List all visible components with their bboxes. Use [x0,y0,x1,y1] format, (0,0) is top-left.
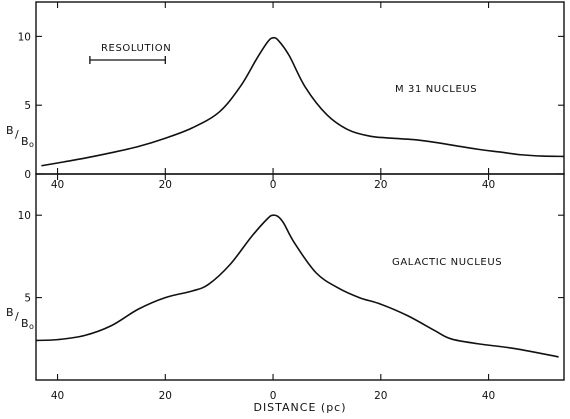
resolution-label: RESOLUTION [101,43,171,54]
x-ticks: 40 20 0 20 40 [51,174,495,402]
x-ticks: 40 20 0 20 40 [51,2,495,191]
resolution-bar [89,56,166,64]
x-tick-label: 20 [374,179,387,191]
ylabel-numerator: B [6,124,14,137]
y-tick-label: 5 [24,100,31,112]
series-annotation: GALACTIC NUCLEUS [392,257,502,268]
x-axis-title: DISTANCE (pc) [253,401,346,414]
x-tick-label: 40 [482,179,495,191]
chart-panel-galactic: 40 20 0 20 40 5 10 GALACTIC NUCLEUS B / B o D… [6,173,565,414]
y-ticks: 0 5 10 [18,31,564,181]
chart-panel-m31: 40 20 0 20 40 0 5 10 M 31 NUCLEUS RESOLUTION B… [6,1,565,191]
ylabel-slash: / [15,310,19,323]
x-tick-label: 40 [51,179,64,191]
x-tick-label: 0 [270,179,277,191]
x-tick-label: 20 [159,390,172,402]
x-tick-label: 20 [374,390,387,402]
ylabel-subscript: o [29,322,34,331]
ylabel-subscript: o [29,140,34,149]
plot-frame [35,1,565,175]
x-tick-label: 0 [270,390,277,402]
x-tick-label: 40 [51,390,64,402]
series-curve [35,214,559,358]
x-tick-label: 20 [159,179,172,191]
y-tick-label: 10 [18,31,31,43]
ylabel-numerator: B [6,306,14,319]
series-curve [41,36,565,167]
y-axis-label: B / B o [6,306,34,331]
ylabel-denominator: B [21,135,29,148]
series-annotation: M 31 NUCLEUS [395,84,477,95]
plot-frame [35,173,565,381]
x-tick-label: 40 [482,390,495,402]
y-ticks: 5 10 [18,210,564,305]
y-tick-label: 5 [24,293,31,305]
ylabel-denominator: B [21,317,29,330]
y-tick-label: 10 [18,210,31,222]
y-axis-label: B / B o [6,124,34,149]
ylabel-slash: / [15,128,19,141]
y-tick-label: 0 [24,169,31,181]
